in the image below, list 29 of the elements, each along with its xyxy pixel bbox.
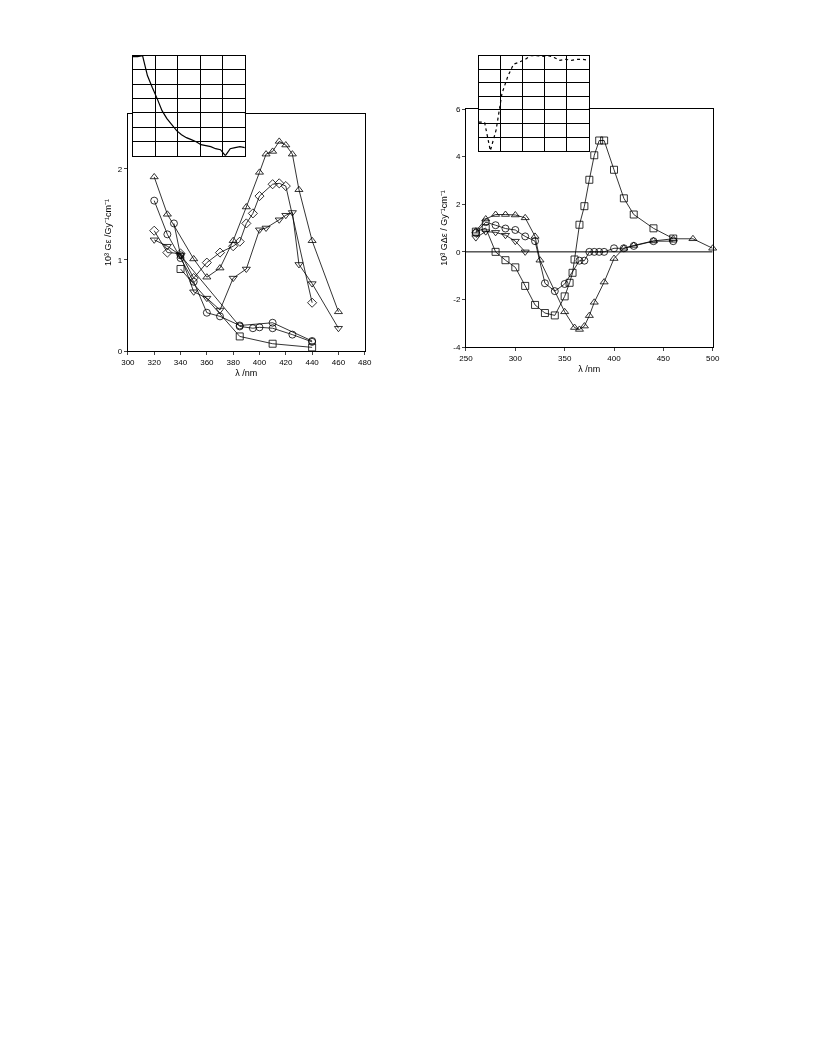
x-tick-label: 400: [607, 353, 622, 363]
x-tick-label: 420: [279, 357, 294, 367]
x-tick-label: 450: [656, 353, 671, 363]
x-tick-label: 400: [252, 357, 267, 367]
y-tick-label: 1: [117, 255, 123, 265]
x-tick-label: 440: [305, 357, 320, 367]
y-tick-label: 0: [455, 247, 461, 257]
x-tick-label: 380: [226, 357, 241, 367]
y-axis-title: 10³ Gε /Gy⁻¹cm⁻¹: [103, 199, 114, 267]
x-tick-label: 250: [459, 353, 474, 363]
x-tick-label: 340: [173, 357, 188, 367]
x-tick-label: 350: [557, 353, 572, 363]
y-tick-label: 0: [117, 346, 123, 356]
x-tick-label: 460: [331, 357, 346, 367]
x-tick-label: 500: [706, 353, 720, 363]
x-tick-label: 300: [121, 357, 136, 367]
x-tick-label: 480: [358, 357, 372, 367]
y-tick-label: -2: [453, 295, 461, 305]
x-tick-label: 360: [200, 357, 215, 367]
y-tick-label: 2: [455, 200, 461, 210]
y-tick-label: 4: [455, 152, 461, 162]
y-tick-label: 2: [117, 164, 123, 174]
y-tick-label: -4: [453, 342, 461, 352]
x-axis-title: λ /nm: [578, 364, 601, 375]
x-tick-label: 300: [508, 353, 523, 363]
y-axis-title: 10³ GΔε / Gy⁻¹cm⁻¹: [438, 190, 449, 266]
x-tick-label: 320: [147, 357, 162, 367]
x-axis-title: λ /nm: [235, 368, 258, 379]
y-tick-label: 6: [455, 104, 461, 114]
